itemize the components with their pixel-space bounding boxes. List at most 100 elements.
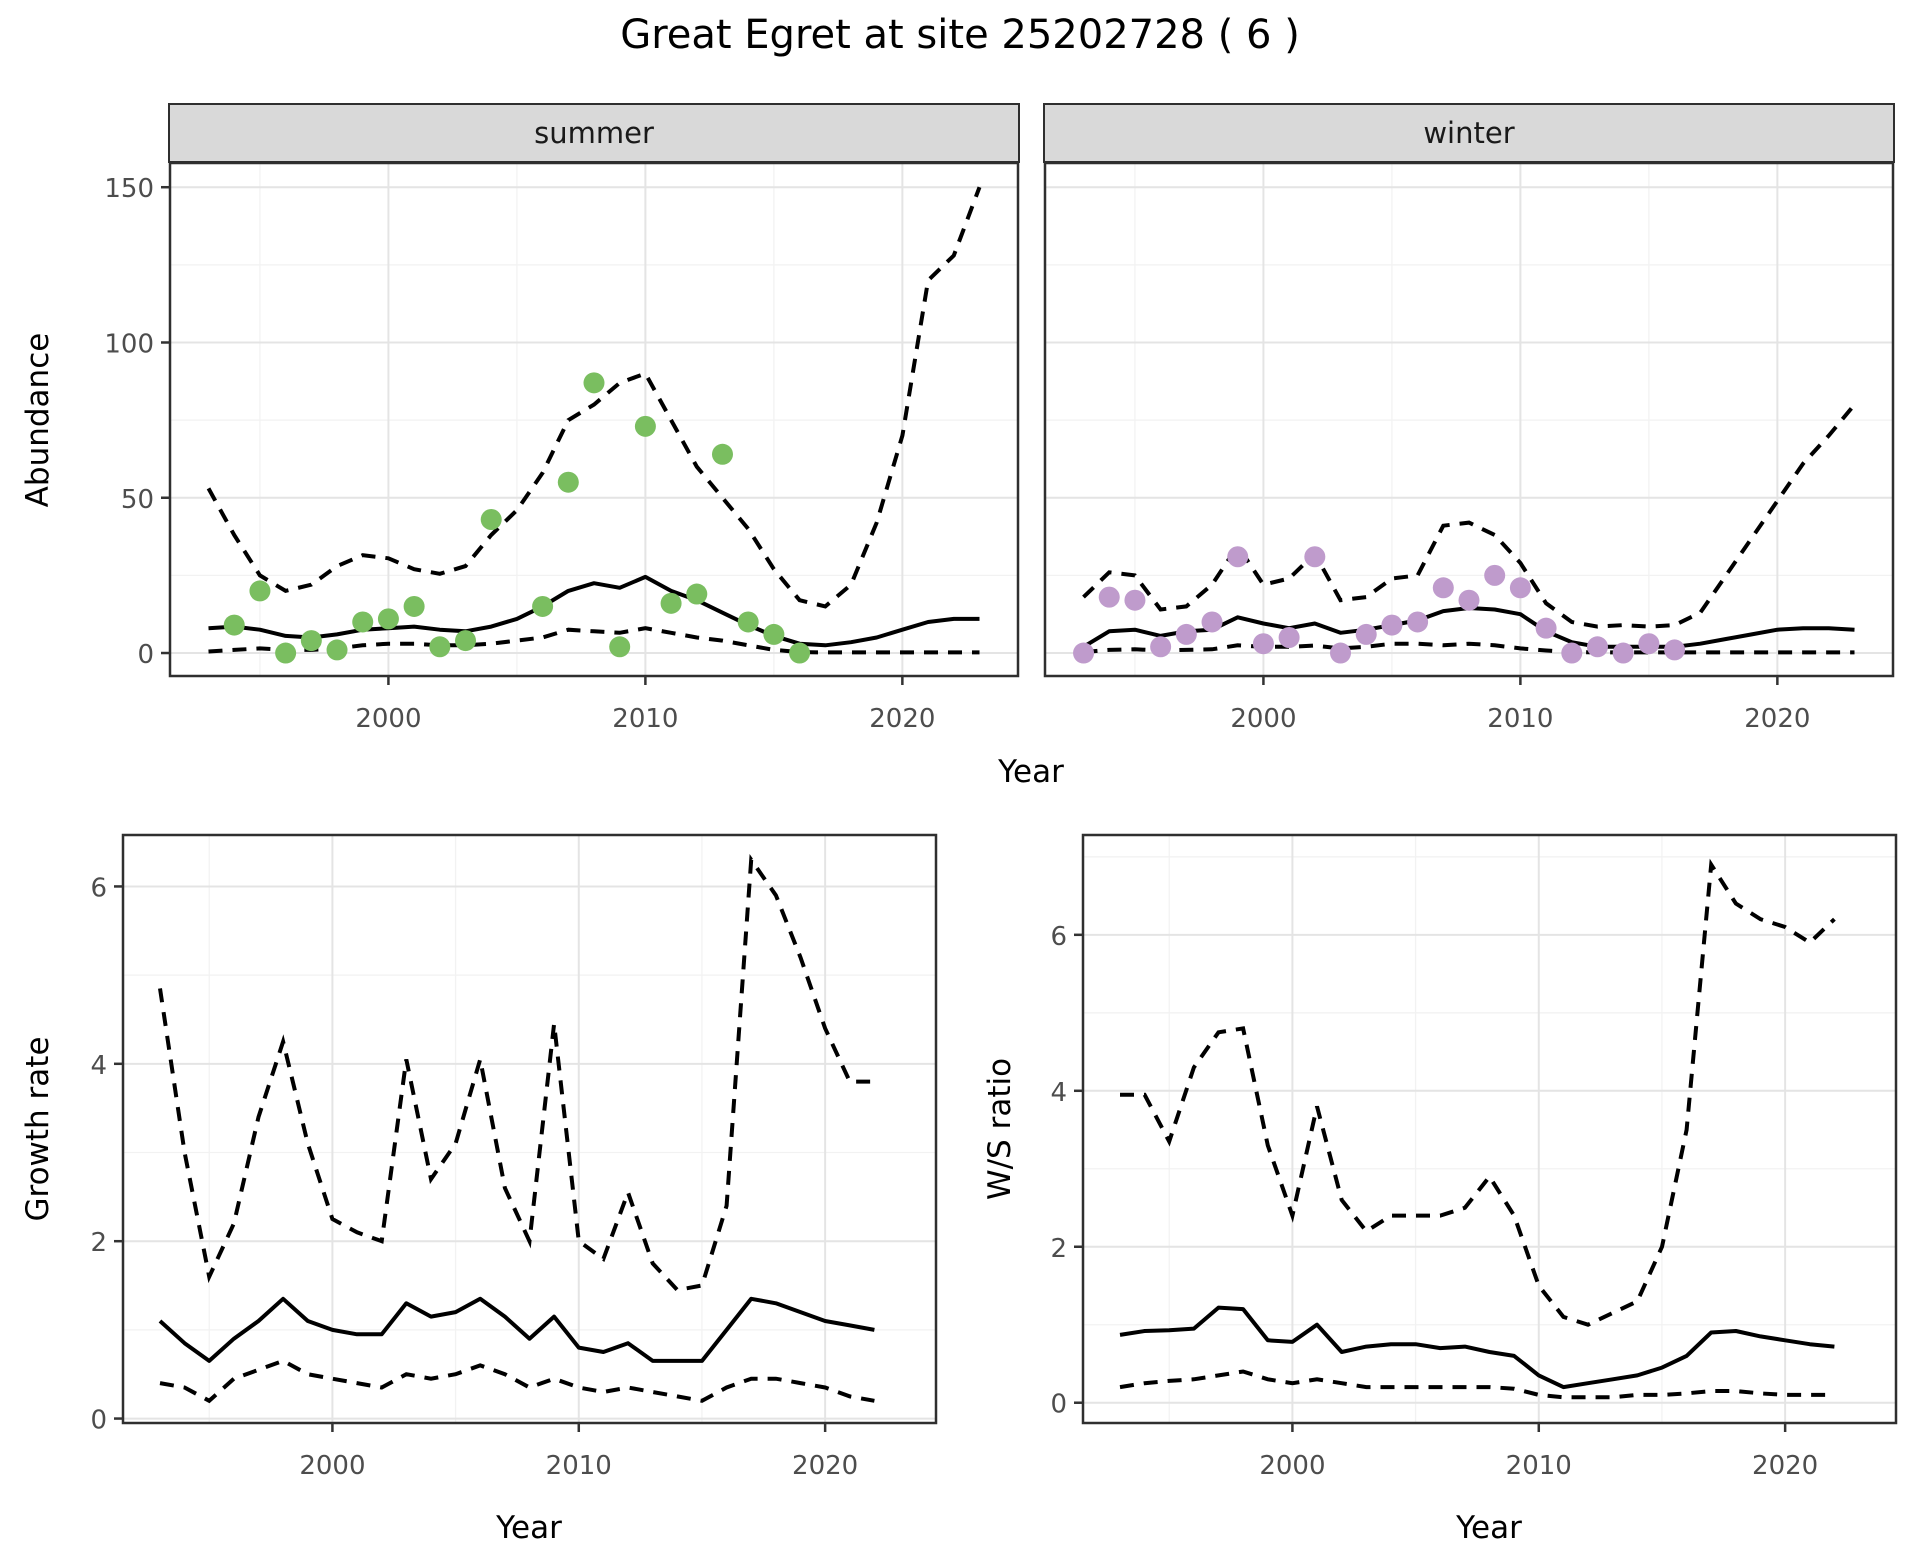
upper-ci-line-growth-rate: [158, 854, 875, 1293]
data-point-abundance-summer: [763, 623, 785, 645]
y-tick-label: 6: [1050, 922, 1067, 952]
y-tick-label: 4: [1050, 1078, 1067, 1108]
panel-growth-rate: 2000 2010 2020 0 2 4 6: [90, 833, 938, 1481]
x-axis-title-ws-ratio: Year: [1456, 1510, 1522, 1546]
y-tick-label: 0: [137, 640, 154, 670]
lower-ci-line-growth-rate: [159, 1358, 875, 1404]
data-point-abundance-summer: [275, 642, 297, 664]
data-point-abundance-summer: [300, 630, 322, 652]
data-point-abundance-summer: [326, 639, 348, 661]
data-point-abundance-winter: [1304, 546, 1326, 568]
x-tick-label: 2000: [1259, 1451, 1325, 1481]
panel-border: [121, 833, 938, 1425]
facet-strip-winter-label: winter: [1423, 116, 1515, 150]
upper-ci-line-ws-ratio: [1120, 858, 1836, 1327]
x-tick-label: 2010: [612, 704, 678, 734]
data-point-abundance-summer: [223, 614, 245, 636]
data-point-abundance-summer: [660, 592, 682, 614]
data-point-abundance-winter: [1201, 611, 1223, 633]
data-point-abundance-winter: [1381, 614, 1403, 636]
y-tick-label: 2: [1050, 1234, 1067, 1264]
data-point-abundance-winter: [1561, 642, 1583, 664]
panel-border: [168, 161, 1020, 678]
data-point-abundance-summer: [455, 630, 477, 652]
data-point-abundance-winter: [1509, 577, 1531, 599]
data-point-abundance-winter: [1124, 589, 1146, 611]
lower-ci-line-abundance-winter: [1083, 641, 1855, 655]
lower-ci-line-ws-ratio: [1119, 1369, 1835, 1400]
data-point-abundance-summer: [429, 636, 451, 658]
data-point-abundance-winter: [1098, 586, 1120, 608]
data-point-abundance-winter: [1278, 626, 1300, 648]
panel-abundance-winter: 2000 2010 2020: [1043, 161, 1895, 734]
data-point-abundance-summer: [711, 443, 733, 465]
panel-ws-ratio: 2000 2010 2020 0 2 4 6: [1050, 833, 1898, 1481]
data-point-abundance-summer: [352, 611, 374, 633]
data-point-abundance-winter: [1484, 564, 1506, 586]
data-point-abundance-summer: [557, 471, 579, 493]
data-point-abundance-summer: [249, 580, 271, 602]
data-point-abundance-winter: [1073, 642, 1095, 664]
y-tick-label: 6: [90, 873, 107, 903]
y-axis-title-growth-rate: Growth rate: [20, 1036, 56, 1222]
y-tick-label: 100: [104, 329, 154, 359]
y-tick-label: 50: [121, 485, 154, 515]
y-tick-label: 150: [104, 174, 154, 204]
data-point-abundance-summer: [532, 595, 554, 617]
panel-abundance-summer: 2000 2010 2020 0 50 100 150: [104, 161, 1020, 734]
data-point-abundance-winter: [1150, 636, 1172, 658]
y-axis-title-ws-ratio: W/S ratio: [982, 1057, 1018, 1201]
data-point-abundance-summer: [686, 583, 708, 605]
x-tick-label: 2000: [299, 1451, 365, 1481]
y-axis-title-abundance: Abundance: [20, 332, 56, 508]
x-axis-title-top: Year: [998, 754, 1064, 790]
data-point-abundance-summer: [480, 508, 502, 530]
data-point-abundance-summer: [609, 636, 631, 658]
upper-ci-line-abundance-summer: [206, 186, 982, 609]
x-tick-label: 2010: [1506, 1451, 1572, 1481]
x-tick-label: 2020: [1752, 1451, 1818, 1481]
data-point-abundance-winter: [1227, 546, 1249, 568]
x-tick-label: 2010: [1487, 704, 1553, 734]
data-point-abundance-winter: [1535, 617, 1557, 639]
facet-strip-winter: winter: [1043, 103, 1895, 163]
y-tick-label: 0: [1050, 1390, 1067, 1420]
x-tick-label: 2000: [355, 704, 421, 734]
y-tick-label: 0: [90, 1406, 107, 1436]
data-point-abundance-summer: [377, 608, 399, 630]
data-point-abundance-winter: [1252, 633, 1274, 655]
page-title: Great Egret at site 25202728 ( 6 ): [620, 12, 1300, 58]
x-tick-label: 2020: [792, 1451, 858, 1481]
data-point-abundance-summer: [737, 611, 759, 633]
data-point-abundance-winter: [1638, 633, 1660, 655]
x-tick-label: 2010: [546, 1451, 612, 1481]
upper-ci-line-abundance-winter: [1082, 403, 1857, 629]
mean-line-ws-ratio: [1119, 1305, 1835, 1390]
data-point-abundance-summer: [403, 595, 425, 617]
data-point-abundance-winter: [1432, 577, 1454, 599]
y-tick-label: 4: [90, 1051, 107, 1081]
data-point-abundance-summer: [789, 642, 811, 664]
mean-line-growth-rate: [158, 1296, 875, 1363]
facet-strip-summer-label: summer: [534, 116, 654, 150]
data-point-abundance-winter: [1407, 611, 1429, 633]
data-point-abundance-winter: [1458, 589, 1480, 611]
data-point-abundance-winter: [1664, 639, 1686, 661]
data-point-abundance-winter: [1612, 642, 1634, 664]
mean-line-abundance-winter: [1082, 606, 1855, 649]
data-point-abundance-summer: [583, 372, 605, 394]
data-point-abundance-winter: [1330, 642, 1352, 664]
x-tick-label: 2020: [869, 704, 935, 734]
data-point-abundance-winter: [1175, 623, 1197, 645]
x-tick-label: 2000: [1230, 704, 1296, 734]
mean-line-abundance-summer: [208, 574, 980, 648]
y-tick-label: 2: [90, 1228, 107, 1258]
x-axis-title-growth-rate: Year: [496, 1510, 562, 1546]
data-point-abundance-winter: [1586, 636, 1608, 658]
data-point-abundance-winter: [1355, 623, 1377, 645]
panel-border: [1081, 833, 1898, 1425]
data-point-abundance-summer: [634, 415, 656, 437]
x-tick-label: 2020: [1744, 704, 1810, 734]
